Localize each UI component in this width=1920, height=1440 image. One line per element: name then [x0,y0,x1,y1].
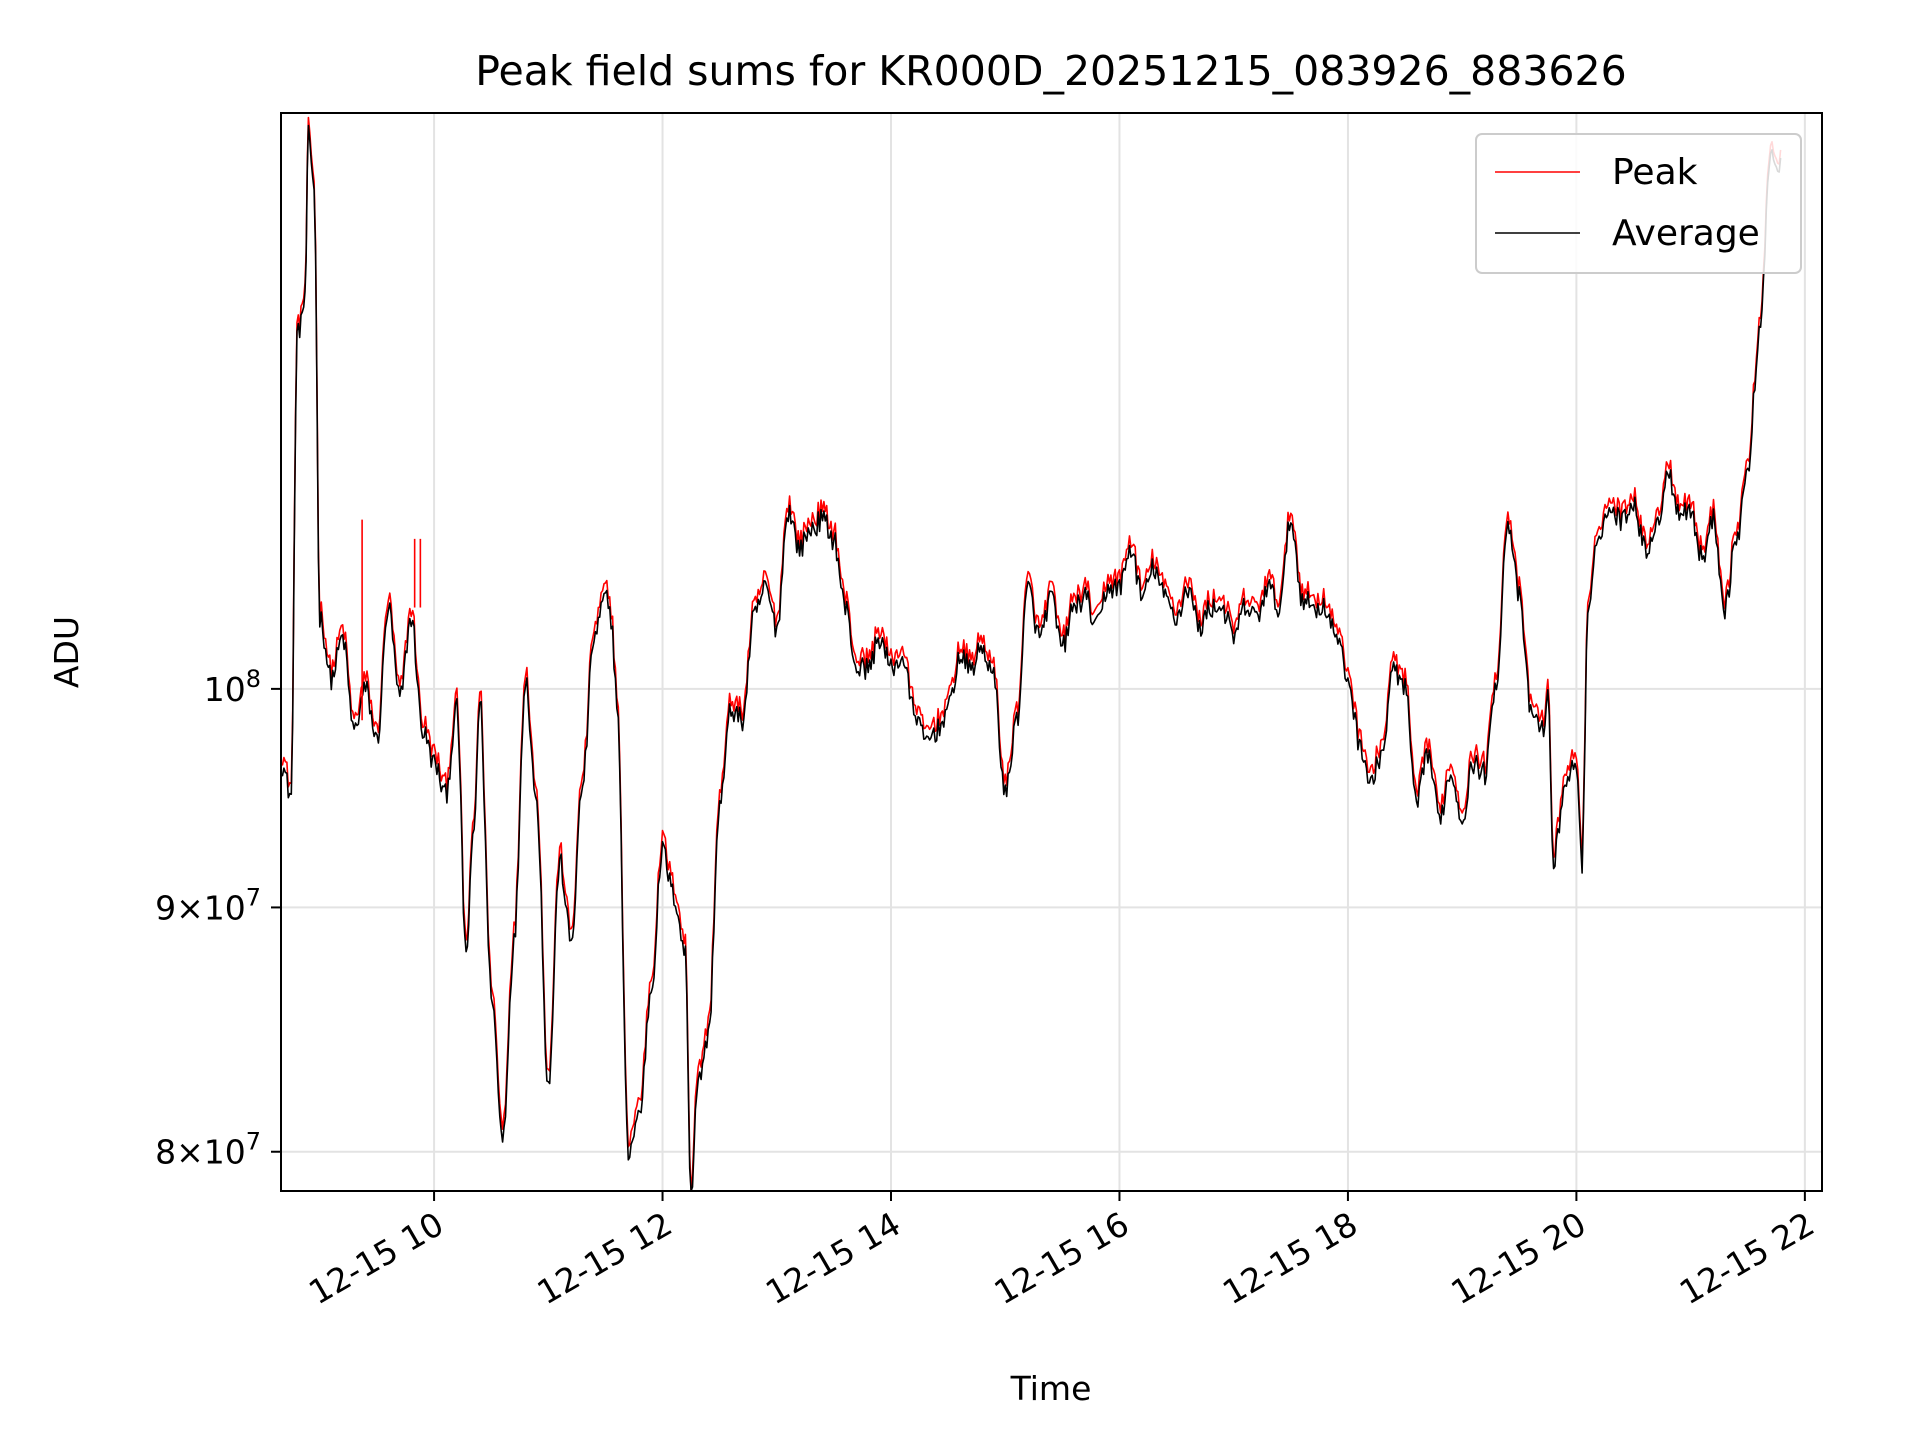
y-axis-label: ADU [47,616,86,688]
legend-peak-label: Peak [1612,152,1698,193]
x-axis-label: Time [1010,1369,1092,1408]
plot-frame [280,112,1823,1192]
legend: Peak Average [1475,133,1802,274]
legend-average-label: Average [1612,213,1760,254]
series-line-average [281,124,1782,1191]
series-layer [281,116,1782,1191]
y-tick-label: 8×107 [155,1128,261,1172]
y-tick-label: 108 [204,665,261,709]
legend-box [1475,133,1802,274]
y-tick-label: 9×107 [155,883,261,927]
chart-title: Peak field sums for KR000D_20251215_0839… [475,47,1626,95]
